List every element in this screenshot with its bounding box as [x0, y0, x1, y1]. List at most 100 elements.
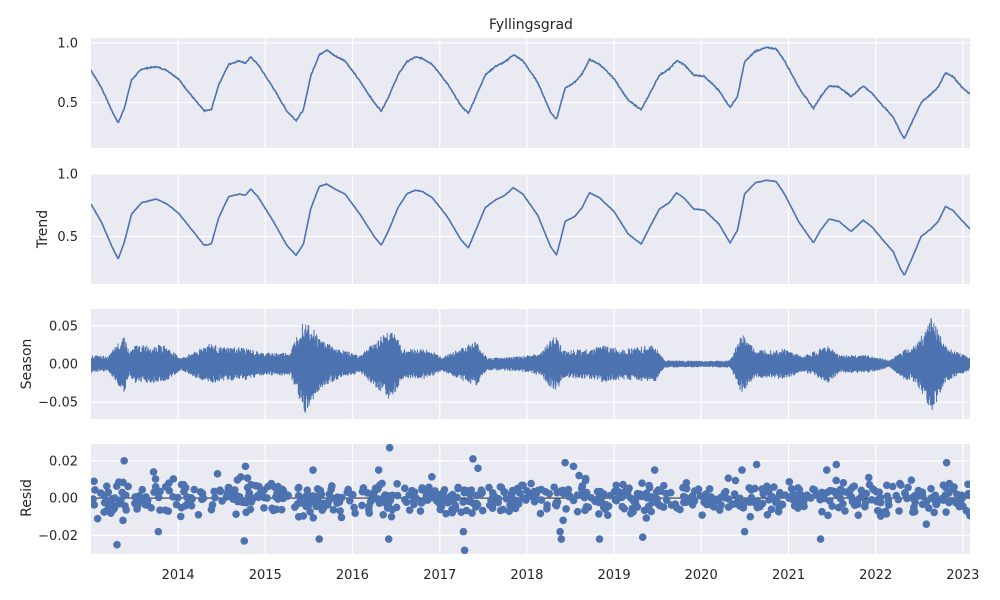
resid-point	[93, 514, 102, 523]
resid-point	[119, 478, 127, 487]
plot-area	[91, 38, 970, 148]
resid-point	[797, 501, 806, 510]
resid-point	[244, 492, 253, 501]
resid-point	[254, 482, 263, 491]
series-marks	[91, 46, 970, 140]
resid-point	[751, 499, 760, 507]
x-tick-label: 2016	[336, 568, 369, 583]
resid-point	[336, 507, 344, 515]
resid-point	[100, 508, 108, 516]
resid-point	[516, 489, 524, 497]
resid-point	[854, 495, 862, 504]
resid-point	[896, 479, 904, 488]
resid-point	[294, 491, 303, 500]
resid-point	[150, 488, 158, 496]
resid-point	[277, 505, 286, 514]
resid-point	[451, 501, 459, 509]
resid-point	[629, 508, 637, 516]
resid-point	[752, 460, 761, 469]
resid-point	[690, 487, 699, 495]
resid-point	[117, 496, 125, 504]
resid-point	[835, 491, 843, 499]
resid-point	[119, 516, 127, 525]
resid-point	[496, 506, 505, 515]
resid-point	[731, 476, 740, 485]
resid-point	[841, 507, 849, 515]
resid-point	[500, 488, 509, 496]
resid-point	[679, 483, 687, 492]
x-tick-label: 2015	[249, 568, 282, 583]
resid-point	[715, 506, 724, 514]
resid-point	[541, 487, 550, 496]
resid-point	[839, 478, 848, 487]
resid-point	[650, 466, 659, 474]
resid-point	[581, 474, 590, 483]
resid-point	[319, 499, 327, 508]
resid-point	[679, 492, 688, 501]
resid-point	[294, 484, 303, 493]
resid-point	[337, 513, 346, 522]
resid-point	[233, 476, 242, 484]
resid-point	[181, 502, 190, 510]
resid-point	[506, 501, 514, 509]
resid-point	[477, 486, 486, 494]
resid-point	[931, 491, 940, 500]
resid-point	[631, 499, 640, 508]
resid-point	[462, 506, 471, 515]
plot-area	[91, 174, 970, 284]
resid-point	[190, 485, 199, 494]
y-tick-label: 0.5	[57, 230, 78, 245]
resid-point	[942, 508, 950, 516]
x-tick-label: 2023	[946, 568, 979, 583]
resid-point	[795, 490, 804, 499]
resid-point	[122, 506, 130, 514]
y-tick-label: 0.00	[49, 492, 78, 507]
resid-point	[526, 492, 535, 500]
resid-point	[351, 509, 359, 518]
resid-point	[306, 507, 314, 516]
resid-point	[469, 455, 477, 463]
resid-point	[615, 488, 623, 496]
resid-point	[329, 506, 338, 514]
resid-point	[407, 491, 416, 499]
resid-point	[888, 482, 897, 491]
resid-point	[494, 498, 503, 507]
resid-point	[955, 502, 964, 511]
resid-point	[485, 483, 493, 492]
resid-point	[698, 511, 706, 519]
series-line	[91, 179, 970, 276]
resid-point	[770, 483, 778, 491]
y-tick-label: 0.05	[49, 319, 78, 334]
resid-point	[474, 464, 482, 473]
resid-point	[417, 499, 426, 507]
resid-point	[575, 471, 583, 480]
resid-point	[350, 503, 358, 512]
resid-point	[612, 481, 621, 490]
resid-point	[623, 491, 632, 499]
resid-point	[734, 496, 743, 505]
resid-point	[218, 497, 226, 505]
resid-point	[945, 489, 953, 497]
resid-point	[751, 484, 759, 493]
resid-point	[333, 493, 342, 501]
resid-point	[740, 527, 749, 536]
resid-point	[909, 508, 917, 516]
series-line	[91, 46, 970, 140]
resid-point	[714, 496, 722, 505]
resid-point	[104, 502, 113, 510]
resid-point	[91, 477, 98, 486]
resid-point	[562, 505, 570, 513]
resid-point	[966, 511, 970, 520]
resid-point	[442, 509, 450, 518]
resid-point	[177, 480, 186, 489]
resid-point	[514, 500, 523, 508]
resid-point	[724, 503, 733, 511]
resid-point	[776, 488, 784, 497]
resid-point	[765, 496, 773, 504]
resid-point	[333, 499, 341, 507]
resid-point	[536, 509, 545, 518]
resid-point	[488, 489, 497, 497]
resid-point	[91, 501, 99, 509]
chart-title: Fyllingsgrad	[489, 17, 573, 33]
x-tick-label: 2021	[772, 568, 805, 583]
